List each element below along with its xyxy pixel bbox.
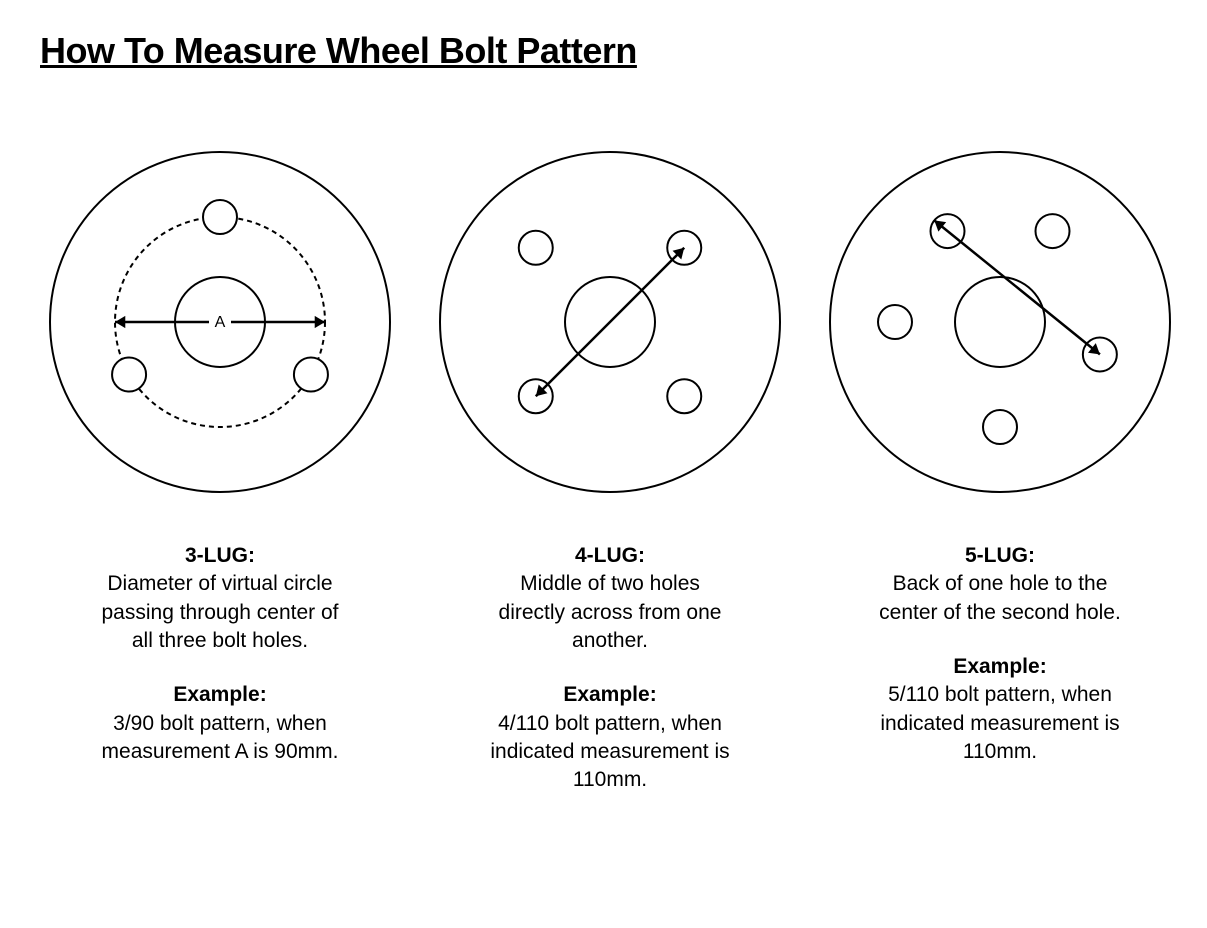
example-text: 4/110 bolt pattern, when indicated measu…: [490, 712, 729, 792]
lug-heading: 4-LUG:: [575, 544, 645, 567]
lug-column-4: 4-LUG: Middle of two holes directly acro…: [430, 142, 790, 795]
example-heading: Example:: [95, 681, 345, 709]
example-text: 3/90 bolt pattern, when measurement A is…: [102, 712, 339, 763]
lug-desc: Middle of two holes directly across from…: [499, 572, 722, 652]
diagram-5-lug: [820, 142, 1180, 502]
lug-column-5: 5-LUG: Back of one hole to the center of…: [820, 142, 1180, 795]
diagram-row: A 3-LUG: Diameter of virtual circle pass…: [40, 142, 1167, 795]
label-block-5: 5-LUG: Back of one hole to the center of…: [875, 542, 1125, 766]
example-heading: Example:: [875, 653, 1125, 681]
lug-heading: 5-LUG:: [965, 544, 1035, 567]
example-text: 5/110 bolt pattern, when indicated measu…: [880, 683, 1119, 763]
example-heading: Example:: [485, 681, 735, 709]
lug-column-3: A 3-LUG: Diameter of virtual circle pass…: [40, 142, 400, 795]
lug-desc: Diameter of virtual circle passing throu…: [102, 572, 339, 652]
label-block-4: 4-LUG: Middle of two holes directly acro…: [485, 542, 735, 795]
label-block-3: 3-LUG: Diameter of virtual circle passin…: [95, 542, 345, 766]
diagram-4-lug: [430, 142, 790, 502]
lug-heading: 3-LUG:: [185, 544, 255, 567]
page-title: How To Measure Wheel Bolt Pattern: [40, 30, 1167, 72]
diagram-3-lug: A: [40, 142, 400, 502]
lug-desc: Back of one hole to the center of the se…: [879, 572, 1121, 623]
svg-text:A: A: [215, 314, 226, 331]
